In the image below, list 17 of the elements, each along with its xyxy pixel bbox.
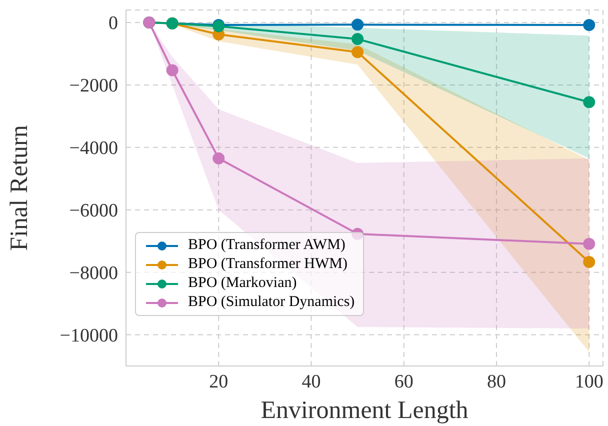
legend-label: BPO (Transformer HWM) xyxy=(188,256,348,273)
x-tick-label: 20 xyxy=(209,371,228,392)
y-tick-label: −10000 xyxy=(60,326,118,347)
legend-label: BPO (Transformer AWM) xyxy=(188,237,346,254)
x-tick-label: 100 xyxy=(574,371,604,392)
x-tick-label: 40 xyxy=(302,371,321,392)
legend-label: BPO (Simulator Dynamics) xyxy=(188,294,355,311)
y-tick-label: 0 xyxy=(108,13,118,34)
y-axis-title: Final Return xyxy=(6,124,33,251)
x-tick-label: 80 xyxy=(486,371,506,392)
legend-label: BPO (Markovian) xyxy=(188,275,297,292)
x-axis-title: Environment Length xyxy=(260,397,469,424)
y-tick-label: −6000 xyxy=(69,200,118,222)
x-tick-label: 60 xyxy=(394,371,414,392)
y-tick-label: −8000 xyxy=(69,263,118,284)
y-tick-label: −2000 xyxy=(69,76,118,97)
y-tick-label: −4000 xyxy=(69,138,118,160)
